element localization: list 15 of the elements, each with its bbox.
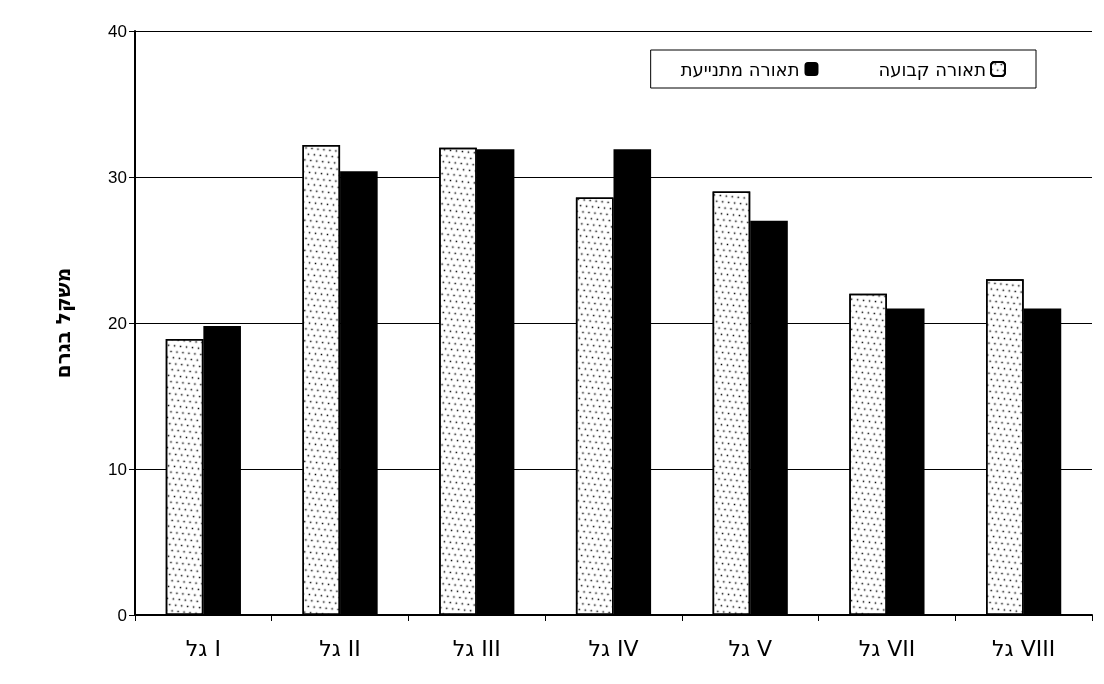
x-tick-label: גל III [452,635,501,661]
x-tick-label: גל IV [588,635,639,661]
x-tick-label: גל I [185,635,221,661]
y-tick-label: 10 [108,459,127,479]
y-tick-label: 20 [108,313,127,333]
x-tick-label: גל V [728,635,773,661]
y-tick-label: 30 [108,167,127,187]
legend-label: תאורה קבועה [878,58,986,80]
y-tick-label: 0 [117,605,127,625]
y-axis-title: משקל בגרם [51,267,75,379]
x-tick-label: גל VII [858,635,916,661]
legend-label: תאורה מתנייעת [680,58,800,80]
y-tick-label: 40 [108,21,127,41]
x-tick-label: גל VIII [992,635,1056,661]
x-tick-label: גל II [319,635,361,661]
